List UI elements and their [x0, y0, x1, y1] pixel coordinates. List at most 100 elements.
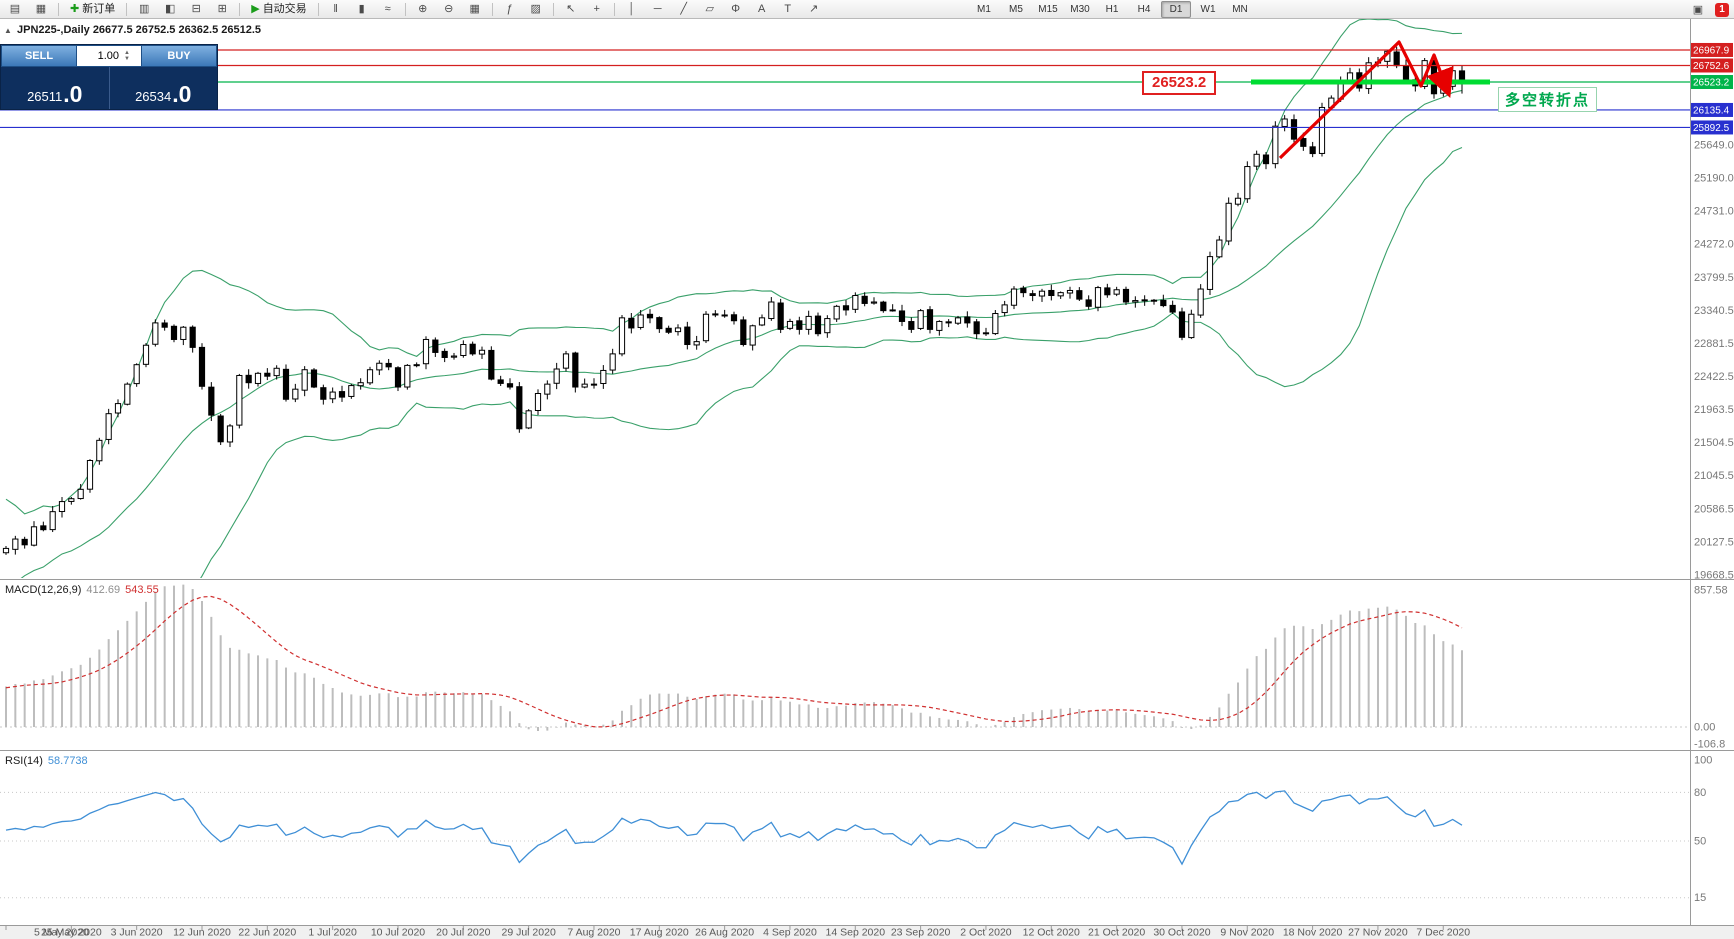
date-axis-label: 27 Nov 2020 — [1348, 927, 1408, 939]
new-order-button[interactable]: ✚ 新订单 — [64, 0, 121, 18]
timeframe-m5[interactable]: M5 — [1009, 4, 1023, 15]
title-marker-icon: ▲ — [4, 26, 12, 35]
timeframe-mn[interactable]: MN — [1232, 4, 1248, 15]
macd-panel — [0, 584, 1690, 731]
date-axis-label: 29 Jul 2020 — [501, 927, 555, 939]
price-axis-label: 24272.0 — [1694, 239, 1734, 251]
terminal-icon[interactable]: ⊞ — [210, 0, 234, 18]
toolbar-separator — [613, 2, 615, 16]
axis-price-tag — [1691, 42, 1733, 57]
profiles-icon: ▦ — [35, 3, 47, 15]
candlestick-chart-icon[interactable]: ▮ — [350, 0, 374, 18]
turning-point-annotation[interactable]: 多空转折点 — [1498, 87, 1598, 112]
horizontal-line-icon: ─ — [653, 3, 662, 15]
date-axis-label: 1 Jul 2020 — [308, 927, 357, 939]
label-icon: T — [784, 3, 792, 15]
label-icon[interactable]: T — [776, 0, 800, 18]
indicators-icon[interactable]: ƒ — [498, 0, 522, 18]
timeframe-w1[interactable]: W1 — [1200, 4, 1216, 15]
svg-text:26967.9: 26967.9 — [1693, 45, 1730, 56]
bar-chart-icon[interactable]: ‖ — [324, 0, 348, 18]
horizontal-line-icon[interactable]: ─ — [646, 0, 670, 18]
arrows-icon[interactable]: ↗ — [802, 0, 826, 18]
notification-badge[interactable]: 1 — [1715, 3, 1729, 17]
zoom-out-icon[interactable]: ⊖ — [437, 0, 461, 18]
date-axis-label: 3 Jun 2020 — [111, 927, 163, 939]
buy-price[interactable]: 26534 .0 — [108, 67, 218, 109]
timeframe-h4[interactable]: H4 — [1137, 4, 1151, 15]
toolbar-separator — [58, 2, 59, 16]
buy-button[interactable]: BUY — [141, 45, 217, 67]
volume-field: ▲ ▼ — [77, 45, 141, 67]
trendline-icon[interactable]: ╱ — [672, 0, 696, 18]
terminal-icon: ⊞ — [217, 3, 227, 15]
macd-axis-label: -106.8 — [1694, 739, 1725, 751]
autotrading-button[interactable]: ▶ 自动交易 — [245, 0, 312, 18]
text-icon[interactable]: A — [750, 0, 774, 18]
rsi-line — [5, 790, 1463, 866]
templates-icon[interactable]: ▨ — [524, 0, 548, 18]
timeframe-h1[interactable]: H1 — [1105, 4, 1119, 15]
toolbar-right: ▣ 1 — [1685, 1, 1729, 19]
channel-icon[interactable]: ▱ — [698, 0, 722, 18]
price-axis-label: 22422.5 — [1694, 371, 1734, 383]
sell-price[interactable]: 26511 .0 — [1, 67, 109, 109]
fibonacci-icon[interactable]: Φ — [724, 0, 748, 18]
arrows-icon: ↗ — [809, 3, 819, 15]
volume-up-icon[interactable]: ▲ — [124, 50, 130, 56]
trend-arrow[interactable] — [1278, 40, 1454, 160]
svg-text:25892.5: 25892.5 — [1693, 123, 1730, 134]
cursor-icon[interactable]: ↖ — [559, 0, 583, 18]
axis-price-tag — [1691, 58, 1733, 73]
support-price-callout[interactable]: 26523.2 — [1142, 71, 1217, 95]
trendline-icon: ╱ — [680, 3, 687, 15]
price-axis-label: 20127.5 — [1694, 536, 1734, 548]
date-axis-label: 10 Jul 2020 — [371, 927, 425, 939]
buy-price-int: 26534 — [135, 89, 172, 104]
date-axis-label: 30 Oct 2020 — [1153, 927, 1210, 939]
data-window-icon[interactable]: ◧ — [158, 0, 182, 18]
axis-price-tag — [1691, 120, 1733, 135]
sell-price-big: .0 — [63, 81, 83, 107]
line-chart-icon[interactable]: ≈ — [376, 0, 400, 18]
new-chart-icon[interactable]: ▤ — [3, 0, 27, 18]
market-watch-icon[interactable]: ▥ — [132, 0, 156, 18]
price-axis-label: 21045.5 — [1694, 470, 1734, 482]
svg-text:26752.6: 26752.6 — [1693, 61, 1730, 72]
cursor-icon: ↖ — [566, 3, 576, 15]
rsi-axis-label: 15 — [1694, 892, 1706, 904]
date-axis-label: 7 Dec 2020 — [1416, 927, 1470, 939]
one-click-trading-panel: SELL ▲ ▼ BUY 26511 .0 26534 .0 — [0, 44, 218, 110]
layout-icon[interactable]: ▣ — [1692, 4, 1704, 16]
chart-title: ▲ JPN225-,Daily 26677.5 26752.5 26362.5 … — [4, 24, 261, 36]
tile-windows-icon: ▦ — [469, 3, 480, 15]
new-chart-icon: ▤ — [9, 3, 21, 15]
date-axis-label: 9 Nov 2020 — [1220, 927, 1274, 939]
zoom-in-icon[interactable]: ⊕ — [411, 0, 435, 18]
price-axis-label: 19668.5 — [1694, 569, 1734, 581]
macd-axis-label: 857.58 — [1694, 584, 1728, 596]
crosshair-icon[interactable]: + — [585, 0, 609, 18]
autotrading-icon: ▶ — [251, 3, 260, 15]
navigator-icon[interactable]: ⊟ — [184, 0, 208, 18]
data-window-icon: ◧ — [165, 3, 176, 15]
timeframe-d1[interactable]: D1 — [1161, 1, 1191, 18]
timeframe-m1[interactable]: M1 — [977, 4, 991, 15]
main-price-panel — [0, 19, 1690, 578]
profiles-icon[interactable]: ▦ — [29, 0, 53, 18]
vertical-line-icon: │ — [628, 3, 636, 15]
vertical-line-icon[interactable]: │ — [620, 0, 644, 18]
date-axis-label: 17 Aug 2020 — [630, 927, 689, 939]
tile-windows-icon[interactable]: ▦ — [463, 0, 487, 18]
volume-down-icon[interactable]: ▼ — [124, 56, 130, 62]
timeframe-m30[interactable]: M30 — [1070, 4, 1090, 15]
volume-input[interactable] — [77, 49, 121, 63]
toolbar-separator — [552, 2, 554, 16]
axis-price-tag — [1691, 102, 1733, 117]
date-axis-label: 25 May 2020 — [41, 927, 102, 939]
bar-chart-icon: ‖ — [333, 3, 338, 15]
sell-button[interactable]: SELL — [1, 45, 77, 67]
timeframe-m15[interactable]: M15 — [1038, 4, 1058, 15]
